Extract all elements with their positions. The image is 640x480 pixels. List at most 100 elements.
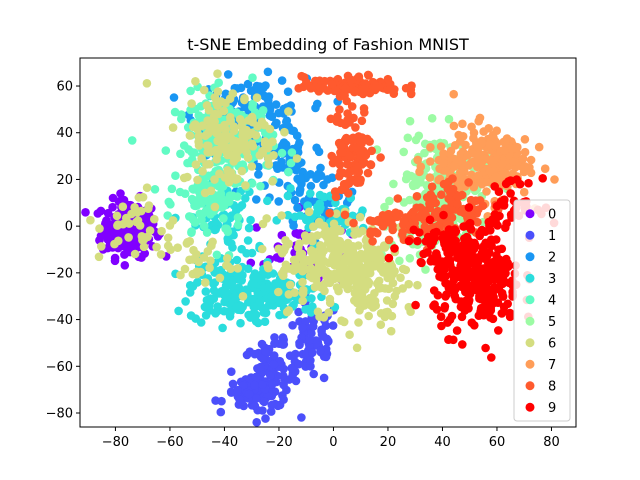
data-point xyxy=(156,250,166,259)
data-point xyxy=(325,208,334,218)
data-point xyxy=(461,296,471,306)
y-tick-label: −80 xyxy=(46,406,73,421)
data-point xyxy=(139,235,149,244)
data-point xyxy=(432,252,442,261)
data-point xyxy=(308,322,318,331)
data-point xyxy=(157,226,166,236)
data-point xyxy=(363,134,372,144)
data-point xyxy=(420,222,430,232)
data-point xyxy=(404,279,414,289)
legend-label: 5 xyxy=(548,315,556,330)
data-point xyxy=(491,172,501,182)
data-point xyxy=(374,284,384,293)
data-point xyxy=(319,221,329,231)
data-point xyxy=(355,212,365,222)
data-point xyxy=(290,212,300,222)
data-point xyxy=(494,326,503,335)
legend-marker xyxy=(525,209,535,219)
data-point xyxy=(500,168,509,178)
data-point xyxy=(363,254,373,264)
data-point xyxy=(161,146,171,155)
data-point xyxy=(428,193,438,203)
data-point xyxy=(213,302,222,311)
data-point xyxy=(396,273,405,283)
legend-marker xyxy=(525,402,535,412)
data-point xyxy=(351,143,360,153)
data-point xyxy=(432,227,441,237)
series-7 xyxy=(413,89,559,221)
data-point xyxy=(233,385,242,395)
data-point xyxy=(441,272,450,281)
data-point xyxy=(246,313,255,322)
data-point xyxy=(287,363,297,373)
data-point xyxy=(429,286,439,295)
data-point xyxy=(250,380,259,390)
data-point xyxy=(261,81,270,90)
data-point xyxy=(244,389,254,399)
data-point xyxy=(251,195,261,204)
data-point xyxy=(240,94,249,103)
data-point xyxy=(320,76,330,86)
legend-label: 8 xyxy=(548,379,556,394)
data-point xyxy=(426,143,435,152)
data-point xyxy=(518,154,528,163)
data-point xyxy=(312,253,322,263)
data-point xyxy=(309,222,318,231)
x-tick-label: 40 xyxy=(434,435,451,450)
data-point xyxy=(413,155,423,165)
data-point xyxy=(493,221,502,230)
data-point xyxy=(482,187,491,196)
data-point xyxy=(324,308,334,317)
data-point xyxy=(187,147,197,157)
data-point xyxy=(223,150,232,160)
data-point xyxy=(358,295,368,305)
data-point xyxy=(344,283,353,293)
data-point xyxy=(295,138,304,148)
data-point xyxy=(315,312,324,322)
data-point xyxy=(488,314,498,324)
data-point xyxy=(168,123,178,132)
data-point xyxy=(187,227,196,236)
data-point xyxy=(291,376,301,386)
data-point xyxy=(280,127,289,137)
data-point xyxy=(342,179,352,188)
data-point xyxy=(237,244,246,254)
data-point xyxy=(437,190,446,199)
data-point xyxy=(198,167,207,176)
data-point xyxy=(550,175,559,184)
data-point xyxy=(279,395,288,404)
legend-label: 0 xyxy=(548,207,556,222)
data-point xyxy=(210,225,220,235)
data-point xyxy=(376,153,385,162)
data-point xyxy=(342,96,352,106)
data-point xyxy=(277,148,287,158)
data-point xyxy=(384,253,394,263)
data-point xyxy=(496,197,506,206)
data-point xyxy=(306,356,315,365)
data-point xyxy=(462,255,472,265)
data-point xyxy=(171,171,180,180)
data-point xyxy=(359,269,368,279)
data-point xyxy=(176,149,185,159)
data-point xyxy=(405,253,415,263)
data-point xyxy=(435,272,444,281)
data-point xyxy=(300,231,310,240)
x-tick-label: 20 xyxy=(380,435,397,450)
data-point xyxy=(267,400,277,410)
data-point xyxy=(281,243,290,252)
data-point xyxy=(500,137,510,146)
data-point xyxy=(295,188,304,197)
data-point xyxy=(254,162,263,172)
data-point xyxy=(309,369,319,379)
data-point xyxy=(307,329,316,338)
data-point xyxy=(284,306,294,315)
data-point xyxy=(293,203,302,212)
data-point xyxy=(317,242,327,252)
data-point xyxy=(354,318,363,327)
data-point xyxy=(520,162,530,171)
data-point xyxy=(110,256,120,266)
legend-marker xyxy=(525,381,535,391)
data-point xyxy=(279,380,288,390)
data-point xyxy=(144,201,154,210)
